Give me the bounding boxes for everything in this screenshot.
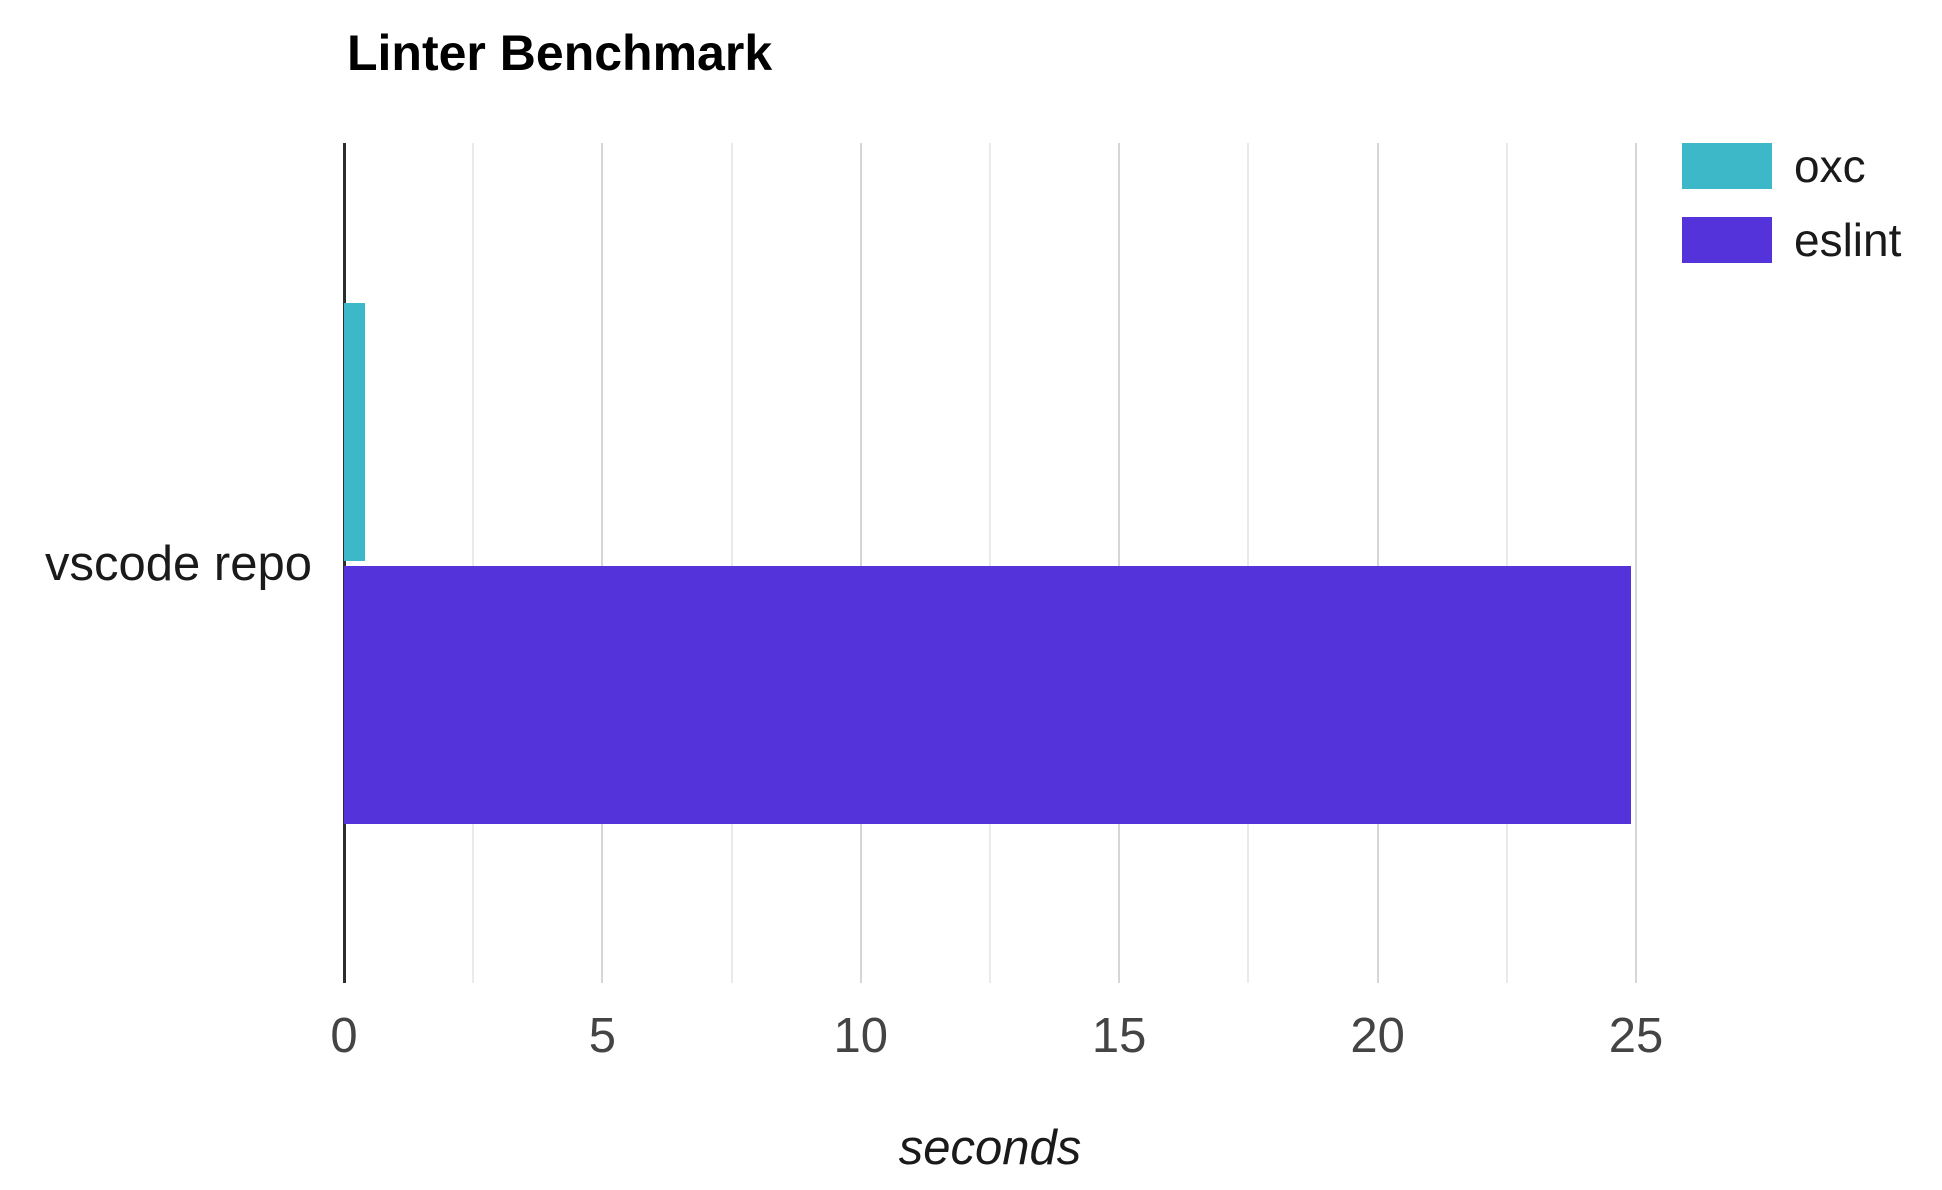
x-tick-label: 10 bbox=[833, 1009, 889, 1063]
gridline-major bbox=[1376, 143, 1379, 983]
legend-label: eslint bbox=[1794, 214, 1902, 266]
legend-item-oxc[interactable]: oxc bbox=[1682, 143, 1901, 189]
gridline-major bbox=[1118, 143, 1121, 983]
y-axis-line bbox=[343, 143, 346, 983]
gridline-minor bbox=[1505, 143, 1508, 983]
gridline-minor bbox=[989, 143, 991, 983]
legend-swatch-oxc bbox=[1682, 143, 1772, 189]
x-tick-label: 25 bbox=[1608, 1009, 1664, 1063]
gridline-major bbox=[601, 143, 604, 983]
gridline-minor bbox=[730, 143, 733, 983]
legend-swatch-eslint bbox=[1682, 217, 1772, 263]
gridline-major bbox=[859, 143, 862, 983]
plot-area bbox=[343, 143, 1656, 983]
bar-eslint bbox=[344, 566, 1631, 824]
y-axis-category-label: vscode repo bbox=[45, 537, 312, 591]
legend: oxc eslint bbox=[1682, 143, 1901, 291]
x-tick-label: 0 bbox=[330, 1009, 358, 1063]
x-axis-title: seconds bbox=[898, 1121, 1082, 1175]
gridline-minor bbox=[1247, 143, 1250, 983]
legend-item-eslint[interactable]: eslint bbox=[1682, 217, 1901, 263]
x-tick-label: 20 bbox=[1350, 1009, 1405, 1063]
bar-oxc bbox=[344, 303, 365, 561]
gridline-major bbox=[1635, 143, 1637, 983]
x-tick-label: 5 bbox=[588, 1009, 617, 1063]
gridline-minor bbox=[472, 143, 475, 983]
chart-title: Linter Benchmark bbox=[347, 25, 773, 81]
x-tick-label: 15 bbox=[1091, 1009, 1147, 1063]
legend-label: oxc bbox=[1794, 140, 1866, 192]
